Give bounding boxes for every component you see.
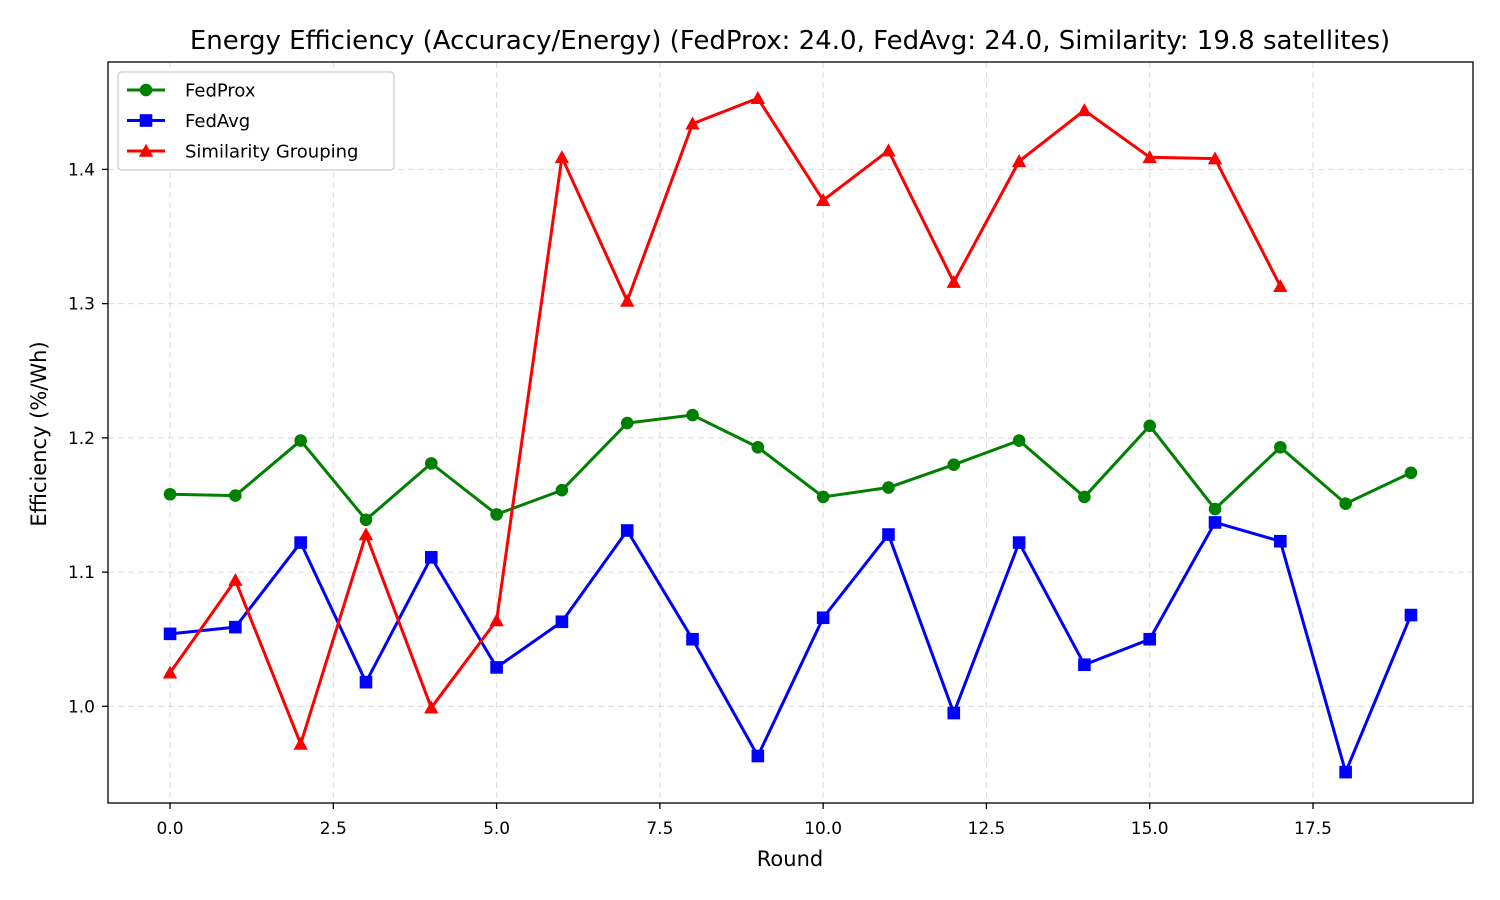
legend-marker-similarity-grouping: [138, 143, 154, 157]
data-point-fedavg: [163, 627, 177, 641]
y-axis-label: Efficiency (%/Wh): [27, 341, 51, 526]
y-tick-label: 1.2: [68, 429, 95, 449]
series-fedavg: [163, 516, 1418, 779]
y-tick-label: 1.3: [68, 295, 95, 315]
data-point-fedprox: [294, 434, 307, 447]
data-point-fedavg: [1404, 608, 1418, 622]
data-point-fedavg: [947, 706, 961, 720]
data-point-similarity-grouping: [228, 572, 243, 586]
data-point-fedavg: [359, 675, 373, 689]
data-point-similarity-grouping: [1273, 278, 1288, 292]
data-point-fedprox: [1143, 419, 1157, 433]
series-similarity-grouping: [162, 91, 1288, 750]
x-tick-label: 17.5: [1294, 819, 1332, 839]
data-point-fedavg: [882, 528, 895, 541]
data-point-similarity-grouping: [1077, 103, 1092, 117]
data-point-fedavg: [1012, 536, 1026, 549]
data-point-fedavg: [294, 536, 307, 549]
legend-marker-fedavg: [139, 114, 153, 127]
data-point-fedavg: [1208, 516, 1222, 529]
legend-label-fedprox: FedProx: [185, 81, 256, 102]
data-point-fedavg: [490, 661, 503, 674]
data-point-fedprox: [229, 489, 242, 502]
data-point-fedprox: [1208, 502, 1222, 516]
chart-title: Energy Efficiency (Accuracy/Energy) (Fed…: [190, 26, 1390, 56]
data-point-similarity-grouping: [293, 736, 308, 750]
data-point-fedavg: [816, 611, 830, 625]
data-point-fedavg: [555, 615, 569, 629]
y-tick-label: 1.1: [68, 563, 95, 583]
data-point-fedprox: [1404, 466, 1418, 480]
legend-marker-fedprox: [139, 83, 153, 97]
data-point-similarity-grouping: [946, 274, 961, 288]
data-point-fedprox: [359, 513, 373, 527]
data-point-fedavg: [1274, 534, 1287, 548]
data-point-fedavg: [751, 749, 765, 763]
series-line-fedprox: [170, 413, 1412, 522]
x-axis-label: Round: [757, 847, 823, 871]
data-point-fedprox: [882, 481, 895, 494]
data-point-fedprox: [1274, 440, 1287, 454]
data-point-fedprox: [686, 408, 699, 422]
data-point-fedprox: [947, 458, 961, 472]
x-tick-label: 5.0: [483, 819, 510, 839]
data-point-fedprox: [163, 487, 177, 501]
data-point-fedavg: [1339, 765, 1352, 779]
data-point-fedprox: [1339, 497, 1352, 510]
data-point-fedprox: [620, 416, 634, 430]
y-tick-label: 1.4: [68, 160, 95, 180]
series-line-fedavg: [169, 520, 1413, 774]
data-point-similarity-grouping: [1011, 154, 1027, 168]
legend-label-fedavg: FedAvg: [185, 111, 250, 132]
x-tick-label: 10.0: [804, 819, 842, 839]
data-point-similarity-grouping: [554, 150, 570, 164]
x-tick-label: 0.0: [157, 819, 184, 839]
x-tick-label: 15.0: [1131, 819, 1169, 839]
data-point-fedprox: [424, 457, 438, 470]
y-tick-label: 1.0: [68, 697, 95, 717]
x-tick-label: 7.5: [646, 819, 673, 839]
series-line-similarity-grouping: [168, 96, 1282, 746]
data-point-fedavg: [620, 524, 634, 537]
data-point-fedprox: [1078, 490, 1091, 504]
data-point-fedavg: [1078, 658, 1091, 672]
data-point-similarity-grouping: [881, 143, 896, 157]
data-point-fedprox: [490, 508, 503, 521]
legend: FedProx FedAvg Similarity Grouping: [117, 71, 395, 171]
data-point-similarity-grouping: [162, 665, 178, 679]
data-point-fedprox: [751, 440, 765, 454]
series-fedprox: [163, 408, 1418, 527]
grid: [108, 62, 1473, 803]
plot-area-frame: [107, 61, 1474, 804]
data-point-fedavg: [424, 551, 438, 564]
data-point-similarity-grouping: [424, 700, 439, 714]
data-point-fedavg: [229, 620, 242, 634]
data-point-similarity-grouping: [1207, 151, 1223, 165]
legend-frame: [117, 71, 395, 171]
data-point-fedprox: [1012, 434, 1026, 447]
x-tick-label: 12.5: [968, 819, 1006, 839]
data-point-fedprox: [555, 483, 569, 497]
axis-ticks: 0.0 2.5 5.0 7.5 10.0 12.5 15.0 17.5 1.0 1.1 1.2 1.3…: [68, 160, 1332, 839]
data-point-similarity-grouping: [489, 613, 504, 627]
data-point-similarity-grouping: [750, 91, 766, 105]
legend-label-similarity-grouping: Similarity Grouping: [185, 142, 358, 163]
series-layer: [162, 91, 1418, 779]
data-point-fedavg: [686, 632, 699, 646]
data-point-fedavg: [1143, 632, 1157, 646]
data-point-similarity-grouping: [358, 527, 374, 541]
x-tick-label: 2.5: [320, 819, 347, 839]
data-point-fedprox: [816, 490, 830, 504]
data-point-similarity-grouping: [685, 116, 700, 130]
data-point-similarity-grouping: [1142, 150, 1157, 164]
data-point-similarity-grouping: [620, 293, 635, 307]
data-point-similarity-grouping: [815, 193, 831, 207]
